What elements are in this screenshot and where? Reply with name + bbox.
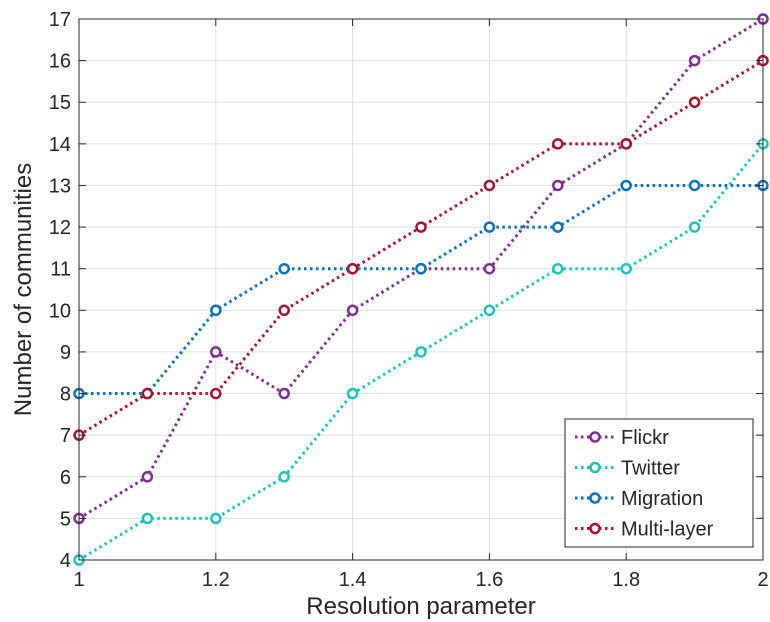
- x-axis-title: Resolution parameter: [306, 593, 535, 620]
- data-point-twitter: [483, 304, 496, 317]
- data-point-multi-layer: [483, 179, 496, 192]
- data-point-multi-layer: [210, 387, 222, 400]
- y-tick-label: 10: [49, 300, 71, 322]
- data-point-flickr: [688, 54, 701, 67]
- y-tick-label: 12: [49, 217, 71, 239]
- data-point-multi-layer: [688, 96, 701, 108]
- data-point-flickr: [210, 346, 222, 358]
- legend-item-migration: Migration: [575, 488, 703, 510]
- y-tick-label: 11: [50, 259, 71, 281]
- data-point-multi-layer: [620, 138, 632, 150]
- data-point-multi-layer: [141, 387, 154, 400]
- legend-label: Flickr: [621, 427, 669, 449]
- y-axis-title: Number of communities: [10, 163, 37, 416]
- legend-label: Twitter: [621, 458, 680, 480]
- data-point-migration: [210, 304, 222, 317]
- y-tick-label: 5: [60, 508, 71, 530]
- data-point-twitter: [620, 262, 632, 275]
- series-line-migration: [79, 183, 763, 396]
- series-multi-layer: [73, 54, 769, 441]
- x-tick-label: 1.2: [202, 569, 230, 591]
- legend-swatch-marker: [589, 522, 601, 535]
- data-point-multi-layer: [415, 221, 427, 233]
- data-point-flickr: [278, 387, 290, 400]
- x-tick-label: 1.6: [475, 569, 503, 591]
- legend-item-multi-layer: Multi-layer: [575, 519, 714, 541]
- data-point-migration: [552, 221, 564, 233]
- data-point-flickr: [141, 471, 154, 483]
- x-tick-label: 1: [73, 569, 84, 591]
- y-tick-label: 14: [49, 134, 71, 156]
- y-tick-label: 7: [60, 425, 71, 447]
- data-point-migration: [415, 262, 427, 275]
- data-point-twitter: [141, 512, 154, 525]
- y-tick-label: 16: [49, 51, 71, 73]
- y-tick-label: 15: [49, 92, 71, 114]
- data-point-flickr: [483, 262, 496, 275]
- x-tick-label: 1.4: [339, 569, 367, 591]
- data-point-flickr: [552, 179, 564, 192]
- y-tick-label: 9: [60, 342, 71, 364]
- y-tick-label: 17: [49, 9, 71, 31]
- data-point-multi-layer: [552, 138, 564, 150]
- y-tick-label: 4: [60, 550, 71, 572]
- legend-swatch-marker: [589, 492, 601, 504]
- series-twitter: [73, 138, 769, 566]
- x-tick-label: 1.8: [612, 569, 640, 591]
- legend-swatch-marker: [589, 431, 601, 443]
- y-tick-label: 13: [49, 175, 71, 197]
- series-line-flickr: [78, 17, 764, 520]
- legend: Flickr Twitter Migration Multi-layer: [564, 418, 754, 548]
- legend-item-twitter: Twitter: [575, 458, 680, 480]
- data-point-migration: [278, 262, 290, 275]
- data-point-multi-layer: [278, 304, 290, 317]
- y-tick-label: 8: [60, 384, 71, 406]
- y-tick-label: 6: [60, 467, 71, 489]
- data-point-multi-layer: [346, 262, 359, 275]
- legend-label: Migration: [621, 488, 703, 510]
- data-point-twitter: [688, 221, 701, 233]
- legend-item-flickr: Flickr: [575, 427, 669, 449]
- data-point-twitter: [278, 471, 290, 483]
- data-point-migration: [620, 179, 632, 192]
- ticks: 1 1.2 1.4 1.6 1.8 2 4 5 6 7 8 9 10 11 12 13 14 15 16 17: [49, 9, 769, 591]
- x-tick-label: 2: [757, 569, 768, 591]
- plot-frame: [78, 18, 764, 561]
- data-point-twitter: [415, 346, 427, 358]
- data-point-twitter: [552, 262, 564, 275]
- legend-swatch-marker: [589, 461, 601, 474]
- data-point-twitter: [210, 512, 222, 525]
- data-point-flickr: [346, 304, 359, 317]
- data-point-migration: [483, 221, 496, 233]
- data-point-twitter: [346, 387, 359, 400]
- legend-label: Multi-layer: [621, 519, 714, 541]
- data-point-migration: [688, 179, 701, 192]
